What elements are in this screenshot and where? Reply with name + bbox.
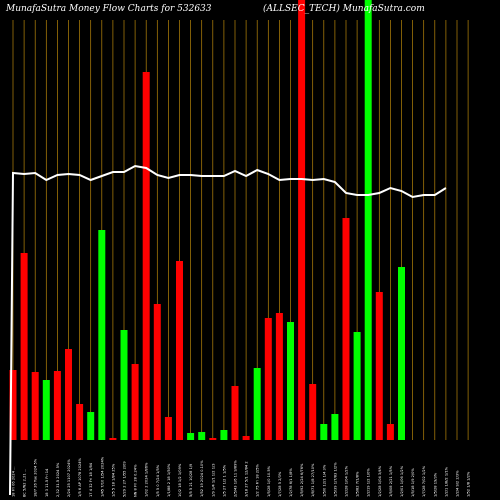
x-tick-label: 1/5/0 12/1 1/4 3% xyxy=(322,464,326,497)
money-flow-bar xyxy=(187,433,195,440)
money-flow-bar xyxy=(76,404,84,440)
money-flow-bar xyxy=(353,332,361,440)
money-flow-bar xyxy=(176,261,183,440)
money-flow-bar xyxy=(20,253,28,440)
x-tick-label: 2,32 31.5 2024 5% xyxy=(56,462,60,497)
x-tick-label: 1/5/28 1/0 10.5% xyxy=(267,465,271,497)
money-flow-bar xyxy=(331,414,339,440)
money-flow-bar xyxy=(65,349,72,440)
money-flow-bar xyxy=(87,412,95,440)
x-tick-label: 1/7/28 7/02 1/2% xyxy=(422,465,426,497)
money-flow-bar xyxy=(264,318,272,440)
x-tick-label: 1/2 75 Fri 18 2/5% xyxy=(256,463,260,497)
money-flow-bar xyxy=(220,430,228,440)
x-tick-label: 1/2/19 1/2 1/0% xyxy=(367,468,371,497)
x-tick-label: 1/5/39 1/7/83 1/2% xyxy=(333,462,337,497)
x-tick-label: 1/9 1/4 1/1 1/2 1/3 xyxy=(211,464,215,498)
x-tick-label: 1/52 19 2024 0.10% xyxy=(200,460,204,497)
x-tick-label: 1/5/18 1/9 2/0% xyxy=(411,468,415,497)
x-tick-label: 1/5 5 18 1/84 25% xyxy=(111,463,115,497)
money-flow-bar xyxy=(309,384,317,440)
money-flow-bar xyxy=(386,424,394,440)
x-tick-label: 1/5/08 2/21 1/5% xyxy=(389,465,393,497)
money-flow-bar xyxy=(375,292,383,440)
money-flow-bar xyxy=(9,370,17,440)
chart-title-right: (ALLSEC_TECH) MunafaSutra.com xyxy=(263,3,425,14)
x-tick-label: BC 5/N2 2,21 ... xyxy=(23,469,27,497)
money-flow-bar xyxy=(131,364,139,440)
money-flow-bar xyxy=(31,372,39,440)
money-flow-bar xyxy=(142,72,150,440)
chart-title-left: MunafaSutra Money Flow Charts for 532633 xyxy=(5,4,212,14)
x-tick-label: 1/5/28 19/3% xyxy=(433,472,437,497)
x-tick-label: 1/52 1/8 1/2% xyxy=(467,471,471,497)
x-tick-label: 1/2/4 9/2 2/3% xyxy=(456,470,460,497)
money-flow-bar xyxy=(209,438,217,440)
x-tick-label: 1/02 2 2024 1/86% xyxy=(145,462,149,497)
money-flow-bar xyxy=(364,0,372,440)
money-flow-bar xyxy=(164,417,172,440)
x-tick-label: 1/8/71 1/8 27/10% xyxy=(311,463,315,497)
x-tick-label: 1/5 5 0 7/24 1/5% xyxy=(156,464,160,497)
money-flow-bar xyxy=(275,313,283,440)
money-flow-bar xyxy=(320,424,328,440)
x-tick-label: 1/45 7/10 1/54 2024% xyxy=(100,456,104,497)
money-flow-bar xyxy=(42,380,50,440)
x-tick-label: 3/18 27 5/1 12/84 2 xyxy=(245,461,249,497)
money-flow-bar xyxy=(120,330,128,440)
x-tick-label: 2/5/43 1/6 11 9/89% xyxy=(234,460,238,497)
money-flow-bar xyxy=(253,368,261,440)
x-tick-label: 5/5 5 21 10/28 1/9 xyxy=(189,463,193,497)
money-flow-bar xyxy=(342,218,350,440)
x-tick-label: 1/5 6 AP 1078 2024% xyxy=(78,457,82,497)
x-tick-label: 10/2 18 1/2 1/09% xyxy=(178,463,182,497)
money-flow-bars xyxy=(9,0,405,440)
x-tick-label: NN 8 Fri 28 0.24% xyxy=(134,464,138,497)
money-flow-bar xyxy=(231,386,239,440)
price-line xyxy=(9,164,447,496)
x-tick-label: 1/2/28 1/04 1/2% xyxy=(345,465,349,497)
x-tick-label: 18 Fri 06 2024 ... xyxy=(12,466,16,497)
money-flow-bar xyxy=(242,436,250,440)
x-tick-label: 1/7/28 5 2/3% xyxy=(278,471,282,497)
x-tick-label: 18/7 26 Tue 2024 5% xyxy=(34,458,38,497)
x-tick-label: 2/24 25 1107 2024% xyxy=(67,459,71,497)
money-flow-bar xyxy=(53,371,61,440)
money-flow-bar xyxy=(287,322,294,440)
x-tick-label: 1/1/88 2 18 1/50% xyxy=(167,463,171,497)
x-tick-label: 5/29 2 27 1/55 2/09 xyxy=(123,461,127,497)
money-flow-bar xyxy=(153,304,161,440)
x-tick-label: 17 4 32 Fri 18 1/84 xyxy=(89,462,93,497)
x-tick-label: 1/2/28 1/04 3/4% xyxy=(378,465,382,497)
x-tick-label: 18 3 11.5 Fri 14 xyxy=(45,468,49,497)
x-tick-label: 1/2/78 6/1 1/8% xyxy=(289,468,293,497)
x-tick-label: 1/5 27 1/2 1 1/5% xyxy=(222,464,226,497)
money-flow-bar xyxy=(198,432,206,440)
x-tick-label: 1/2/01 1/06 1/2% xyxy=(400,465,404,497)
money-flow-bar xyxy=(109,438,117,440)
money-flow-bar xyxy=(298,0,306,440)
money-flow-bar xyxy=(98,230,106,440)
x-tick-label: 1/5/82 7/1/8% xyxy=(356,471,360,497)
x-tick-label: 1/5/92 2/24 6/76% xyxy=(300,463,304,497)
x-tick-label: 1/2/1 1/8/2 1/1% xyxy=(444,466,448,497)
x-tick-labels: 18 Fri 06 2024 ... BC 5/N2 2,21 ... 18/7 2… xyxy=(12,456,471,497)
money-flow-bar xyxy=(398,267,405,440)
